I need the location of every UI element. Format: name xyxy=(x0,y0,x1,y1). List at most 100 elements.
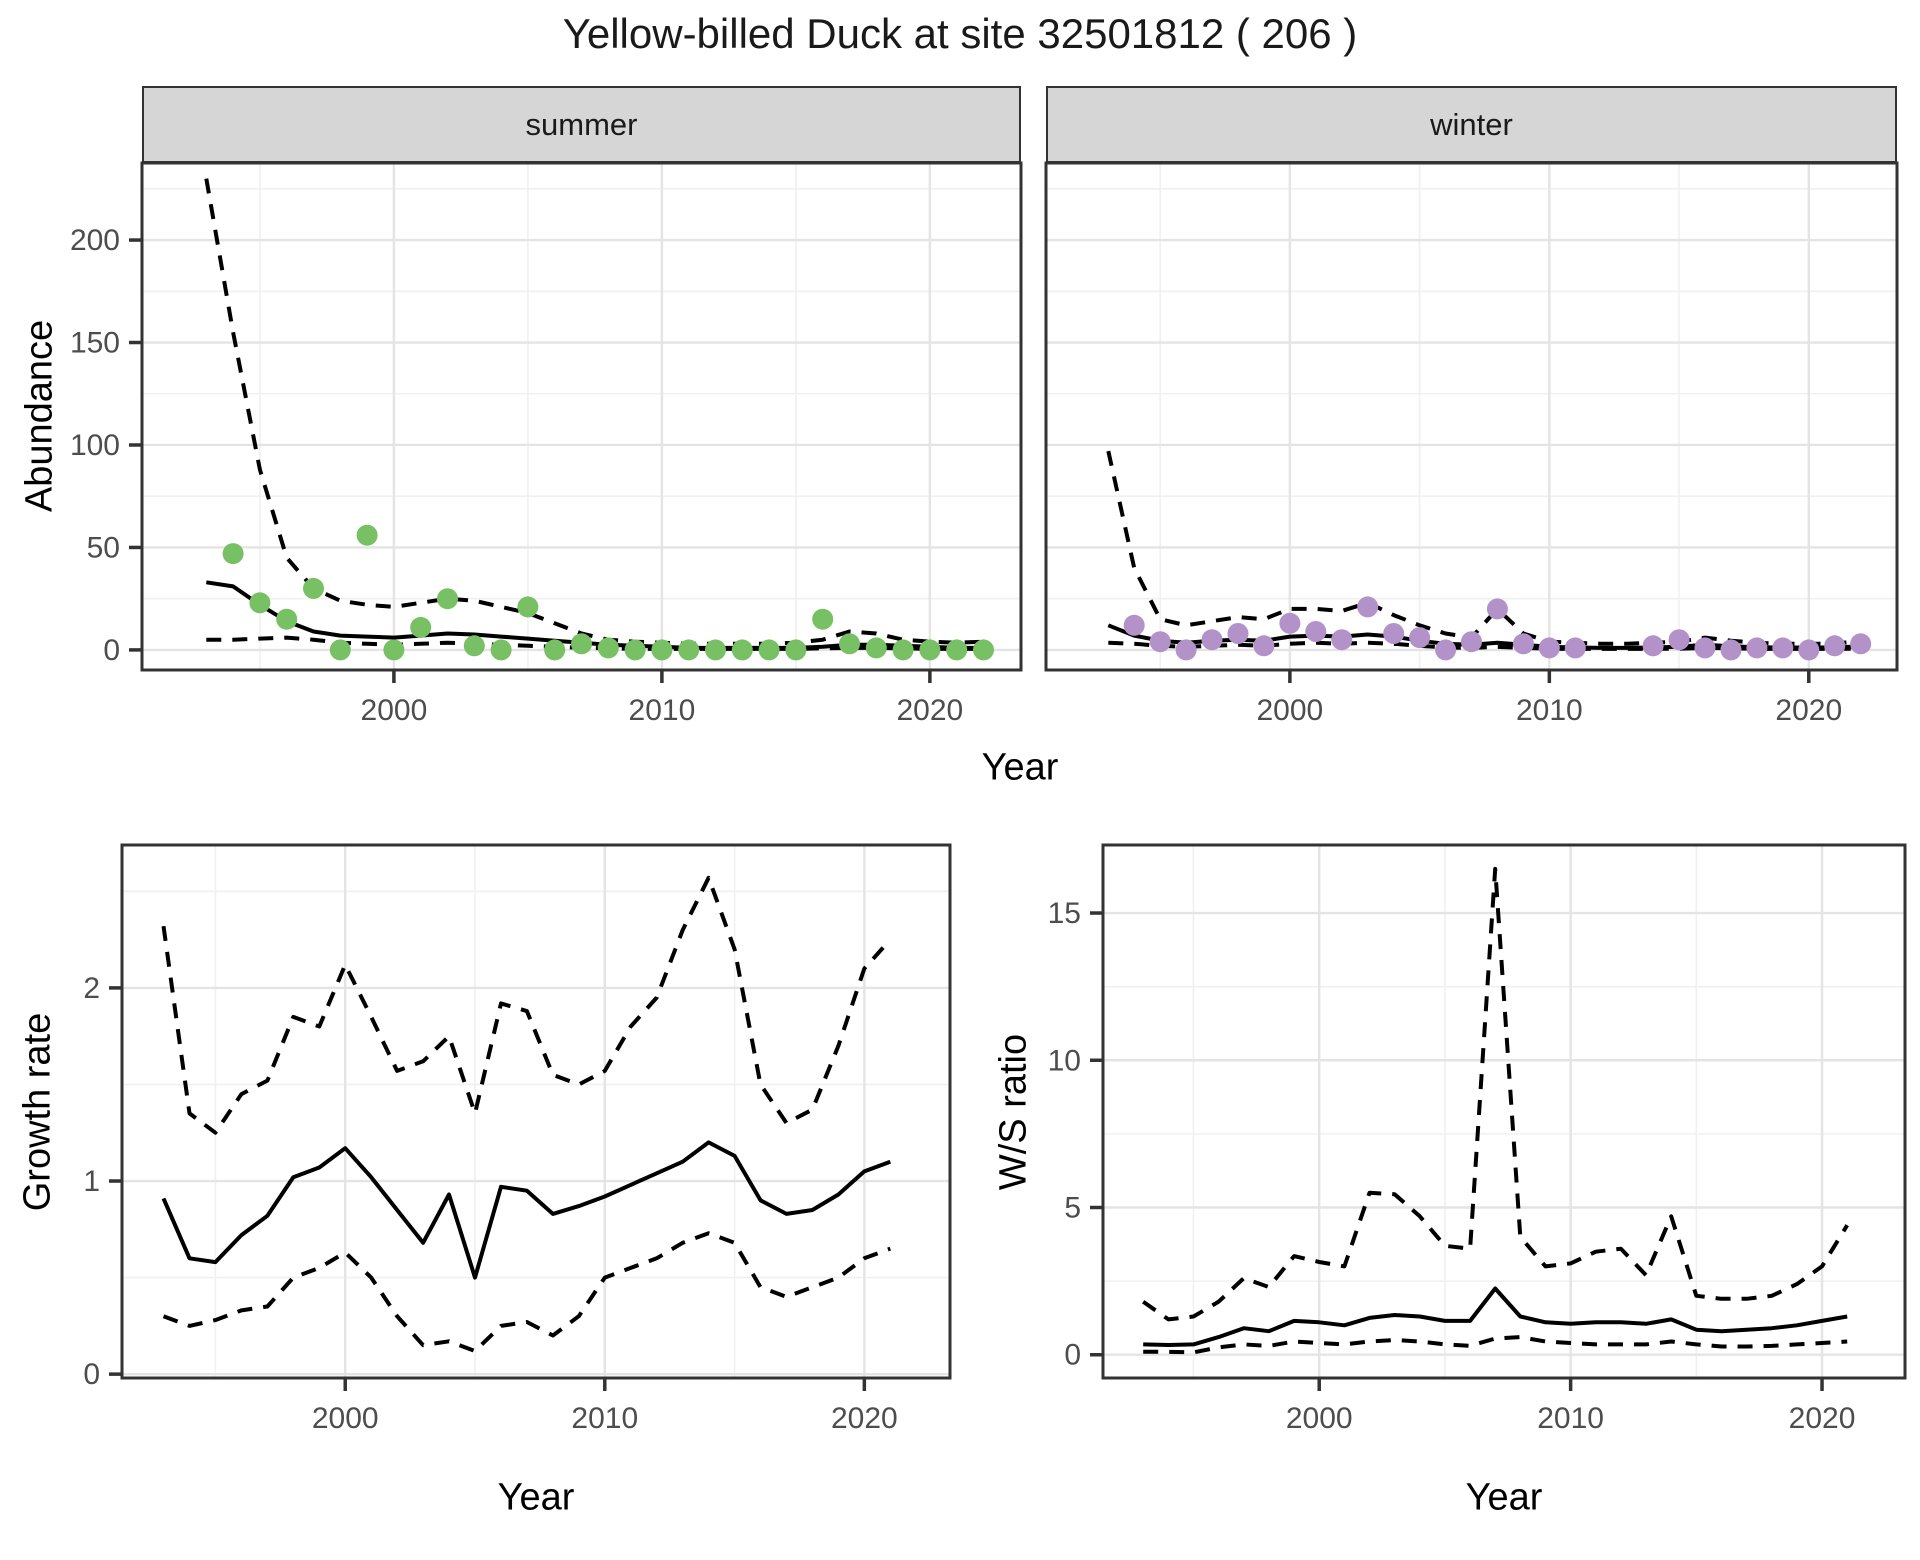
data-point-observed-count xyxy=(1642,635,1664,657)
data-point-observed-count xyxy=(919,639,941,661)
y-tick-label: 2 xyxy=(83,972,100,1005)
data-point-observed-count xyxy=(1253,635,1275,657)
x-tick-label: 2010 xyxy=(1537,1402,1604,1435)
data-point-observed-count xyxy=(1772,637,1794,659)
facet-strip-winter-label: winter xyxy=(1430,106,1513,142)
y-tick-label: 15 xyxy=(1048,897,1081,930)
series-upper_ci-ws-ratio xyxy=(1142,866,1849,1322)
data-point-observed-count xyxy=(946,639,968,661)
data-point-observed-count xyxy=(1694,637,1716,659)
data-point-observed-count xyxy=(1175,639,1197,661)
data-point-observed-count xyxy=(383,639,405,661)
facet-strip-summer: summer xyxy=(142,86,1021,163)
data-point-observed-count xyxy=(1798,639,1820,661)
y-tick-label: 0 xyxy=(103,634,120,667)
data-point-observed-count xyxy=(597,637,619,659)
y-tick-label: 200 xyxy=(70,224,120,257)
data-point-observed-count xyxy=(544,639,566,661)
x-axis-title-year-top: Year xyxy=(981,746,1059,789)
data-point-observed-count xyxy=(1512,633,1534,655)
x-tick-label: 2010 xyxy=(629,694,696,727)
series-lower_ci-ws-ratio xyxy=(1143,1335,1848,1355)
data-point-observed-count xyxy=(1357,596,1379,618)
y-tick-label: 0 xyxy=(83,1358,100,1391)
data-point-observed-count xyxy=(1461,631,1482,653)
panel-border xyxy=(1101,843,1907,1380)
facet-strip-winter: winter xyxy=(1046,86,1897,163)
x-tick-label: 2020 xyxy=(1789,1402,1856,1435)
data-point-observed-count xyxy=(1383,623,1405,644)
data-point-observed-count xyxy=(356,524,378,546)
plot-title: Yellow-billed Duck at site 32501812 ( 20… xyxy=(562,10,1358,57)
data-point-observed-count xyxy=(303,577,324,599)
x-axis-title-year-growth: Year xyxy=(497,1476,575,1519)
y-tick-label: 100 xyxy=(70,429,120,462)
x-tick-label: 2000 xyxy=(1286,1402,1353,1435)
x-tick-label: 2000 xyxy=(312,1402,379,1435)
data-point-observed-count xyxy=(1538,637,1560,659)
x-tick-label: 2000 xyxy=(1257,694,1324,727)
series-mean-growth-rate xyxy=(161,1140,891,1280)
data-point-observed-count xyxy=(222,543,244,565)
data-point-observed-count xyxy=(437,588,458,610)
data-point-observed-count xyxy=(624,639,646,661)
data-point-observed-count xyxy=(1201,629,1223,651)
data-point-observed-count xyxy=(1331,629,1353,651)
data-point-observed-count xyxy=(490,639,512,661)
panel-border xyxy=(1044,161,1899,672)
x-axis-title-year-ws: Year xyxy=(1465,1476,1543,1519)
data-point-observed-count xyxy=(517,596,539,618)
panel-border xyxy=(140,161,1023,672)
data-point-observed-count xyxy=(1824,635,1846,657)
series-mean-ws-ratio xyxy=(1143,1286,1848,1347)
y-axis-title-growth-rate: Growth rate xyxy=(16,1012,59,1212)
x-tick-label: 2020 xyxy=(1775,694,1842,727)
data-point-observed-count xyxy=(1227,623,1249,644)
facet-strip-summer-label: summer xyxy=(525,106,638,142)
data-point-observed-count xyxy=(1305,621,1327,642)
series-lower_ci-growth-rate xyxy=(162,1231,891,1353)
y-tick-label: 0 xyxy=(1064,1339,1081,1372)
data-point-observed-count xyxy=(329,639,351,661)
x-tick-label: 2010 xyxy=(571,1402,638,1435)
x-tick-label: 2020 xyxy=(897,694,964,727)
data-point-observed-count xyxy=(1435,639,1457,661)
y-axis-title-ws-ratio: W/S ratio xyxy=(992,1033,1035,1191)
data-point-observed-count xyxy=(651,639,673,661)
data-point-observed-count xyxy=(973,639,994,661)
data-point-observed-count xyxy=(1123,614,1145,636)
y-tick-label: 50 xyxy=(87,531,120,564)
x-tick-label: 2010 xyxy=(1516,694,1583,727)
data-point-observed-count xyxy=(463,635,485,657)
y-axis-title-abundance: Abundance xyxy=(18,319,61,513)
panel-ws-ratio: 2000 2010 2020 0 5 10 15 xyxy=(1048,843,1907,1435)
data-point-observed-count xyxy=(678,639,700,661)
data-point-observed-count xyxy=(1279,612,1301,634)
y-tick-label: 10 xyxy=(1048,1044,1081,1077)
x-tick-label: 2020 xyxy=(831,1402,898,1435)
panel-growth-rate: 2000 2010 2020 0 1 2 xyxy=(83,843,952,1435)
data-point-observed-count xyxy=(839,633,860,655)
data-point-observed-count xyxy=(892,639,914,661)
data-point-observed-count xyxy=(1850,633,1872,655)
data-point-observed-count xyxy=(1149,631,1171,653)
data-point-observed-count xyxy=(571,633,592,655)
data-point-observed-count xyxy=(705,639,726,661)
x-tick-label: 2000 xyxy=(361,694,428,727)
panel-abundance-winter: 2000 2010 2020 xyxy=(1044,161,1899,727)
data-point-observed-count xyxy=(1720,639,1742,661)
data-point-observed-count xyxy=(1746,637,1768,659)
data-point-observed-count xyxy=(410,616,432,638)
data-point-observed-count xyxy=(812,608,834,630)
series-upper_ci-abundance-summer xyxy=(204,178,984,646)
data-point-observed-count xyxy=(276,608,298,630)
panel-border xyxy=(120,843,952,1380)
data-point-observed-count xyxy=(758,639,780,661)
data-point-observed-count xyxy=(249,592,271,614)
data-point-observed-count xyxy=(865,637,887,659)
y-tick-label: 1 xyxy=(83,1165,100,1198)
data-point-observed-count xyxy=(1486,598,1508,620)
data-point-observed-count xyxy=(1668,629,1690,651)
data-point-observed-count xyxy=(1409,627,1431,649)
y-tick-label: 5 xyxy=(1064,1191,1081,1224)
